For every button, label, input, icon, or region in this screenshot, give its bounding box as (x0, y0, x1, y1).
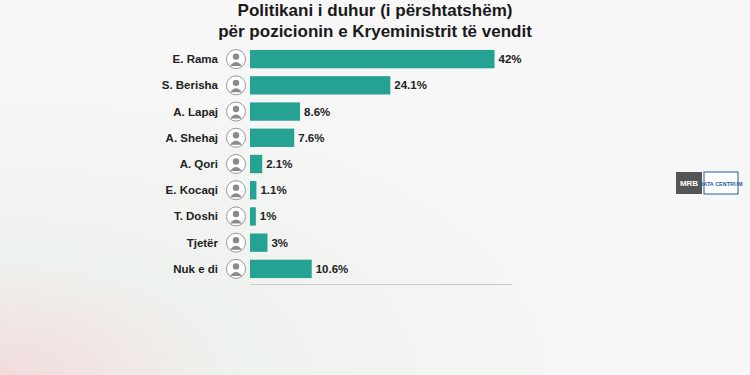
avatar-body (230, 167, 242, 171)
category-label: Tjetër (187, 237, 219, 249)
avatar (227, 233, 246, 252)
avatar (227, 76, 246, 95)
avatar-body (230, 141, 242, 145)
avatar (227, 102, 246, 121)
bar (250, 155, 262, 173)
bar (250, 207, 256, 225)
data-label: 1% (260, 210, 277, 222)
avatar (227, 207, 246, 226)
title: Politikani i duhur (i përshtatshëm) (238, 1, 513, 20)
data-label: 2.1% (266, 158, 292, 170)
bar (250, 181, 256, 199)
data-label: 10.6% (316, 263, 349, 275)
avatar (227, 128, 246, 147)
avatar (227, 50, 246, 69)
bar (250, 102, 300, 120)
bars (250, 50, 495, 278)
bar (250, 76, 390, 94)
data-label: 8.6% (304, 106, 330, 118)
subtitle: për pozicionin e Kryeministrit të vendit (218, 22, 532, 41)
avatar-head (233, 53, 239, 59)
avatar-head (233, 80, 239, 86)
bar (250, 50, 495, 68)
avatar-head (233, 132, 239, 138)
data-label: 1.1% (260, 184, 286, 196)
category-label: Nuk e di (173, 263, 218, 275)
data-label: 7.6% (298, 132, 324, 144)
data-label: 3% (271, 237, 288, 249)
avatar-body (230, 272, 242, 276)
avatar-body (230, 193, 242, 197)
bar (250, 260, 312, 278)
avatar-body (230, 115, 242, 119)
bar (250, 233, 267, 251)
category-label: E. Kocaqi (166, 184, 218, 196)
category-label: S. Berisha (162, 79, 219, 91)
chart: Politikani i duhur (i përshtatshëm) për p… (0, 0, 750, 375)
background (0, 0, 750, 375)
category-label: E. Rama (173, 53, 219, 65)
avatar-head (233, 237, 239, 243)
axis-line (251, 284, 513, 285)
bar (250, 129, 294, 147)
avatar-head (233, 185, 239, 191)
avatar-body (230, 88, 242, 92)
data-label: 24.1% (394, 79, 427, 91)
x-axis (251, 284, 513, 285)
data-label: 42% (499, 53, 522, 65)
data-labels: 42% 24.1% 8.6% 7.6% 2.1% 1.1% 1% 3% 10.6% (260, 53, 522, 275)
avatar-body (230, 246, 242, 250)
avatar (227, 155, 246, 174)
avatar-body (230, 62, 242, 66)
avatar-head (233, 263, 239, 269)
category-labels: E. Rama S. Berisha A. Lapaj A. Shehaj A. Qor… (162, 53, 219, 275)
avatar-head (233, 211, 239, 217)
annotation: MRB (680, 179, 698, 188)
avatar-head (233, 106, 239, 112)
avatar-head (233, 158, 239, 164)
avatar-body (230, 219, 242, 223)
avatars (227, 50, 246, 279)
annotation: DATA CENTRUM (699, 181, 743, 187)
category-label: T. Doshi (174, 210, 218, 222)
avatar (227, 259, 246, 278)
source-logo: MRBDATA CENTRUM (676, 172, 743, 194)
category-label: A. Shehaj (166, 132, 218, 144)
logo-box (676, 172, 702, 194)
category-label: A. Qori (180, 158, 218, 170)
category-label: A. Lapaj (173, 106, 218, 118)
avatar (227, 181, 246, 200)
